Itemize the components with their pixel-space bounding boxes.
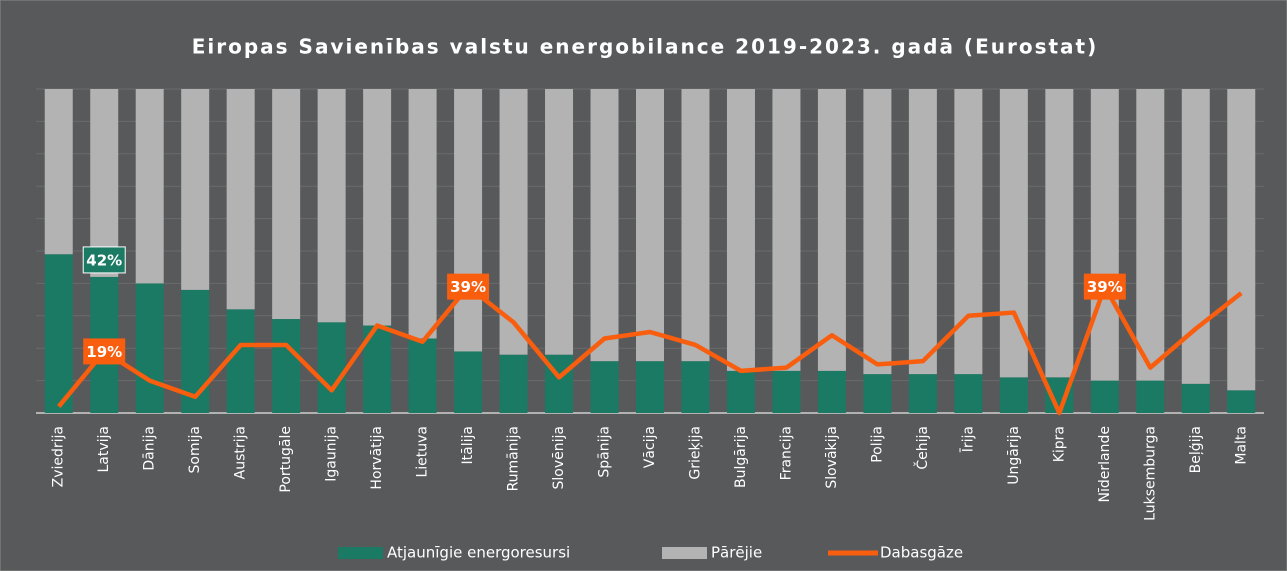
data-label-box (447, 273, 490, 300)
x-tick-label: Igaunija (324, 426, 340, 482)
x-tick-label: Itālija (460, 426, 476, 464)
bar (908, 374, 937, 413)
x-tick-label: Austrija (233, 426, 249, 479)
bar (317, 322, 346, 413)
x-tick-label: Slovēnija (551, 426, 567, 489)
x-tick-label: Īrija (959, 426, 976, 452)
data-label: 39% (1087, 278, 1123, 296)
x-tick-label: Spānija (597, 426, 613, 478)
data-label: 42% (86, 251, 122, 269)
data-label: 39% (450, 278, 486, 296)
x-tick-label: Horvātija (369, 426, 385, 490)
bar (817, 89, 846, 371)
bar (817, 370, 846, 413)
x-tick-label: Nīderlande (1097, 426, 1113, 502)
bar (272, 319, 301, 413)
x-tick-label: Rumānija (506, 426, 522, 491)
data-label-box (1083, 273, 1126, 300)
bar (1045, 89, 1074, 378)
bar (272, 89, 301, 320)
bar (1227, 390, 1256, 413)
bar (1136, 380, 1165, 413)
bar (135, 283, 164, 413)
bar (226, 89, 255, 310)
bar (681, 361, 710, 413)
bar (908, 89, 937, 375)
x-tick-label: Dānija (142, 426, 158, 471)
bar (726, 89, 755, 371)
x-tick-label: Bulgārija (733, 426, 749, 488)
bar (1090, 380, 1119, 413)
chart-title: Eiropas Savienības valstu energobilance … (192, 35, 1099, 59)
line (57, 284, 1243, 416)
data-label: 19% (86, 343, 122, 361)
legend-label: Atjaunīgie energoresursi (387, 544, 570, 562)
bar (772, 89, 801, 371)
x-tick-label: Somija (187, 426, 203, 473)
x-tick-label: Portugāle (278, 426, 294, 493)
bar (863, 89, 892, 375)
x-tick-label: Latvija (96, 426, 112, 473)
bar (590, 89, 619, 362)
legend-label: Pārējie (711, 544, 762, 562)
bar (499, 354, 528, 413)
bar (408, 338, 437, 413)
x-tick-label: Slovākija (824, 426, 840, 489)
data-label-box (83, 338, 126, 365)
x-tick-label: Polija (869, 426, 885, 463)
bar (44, 254, 73, 413)
bar (454, 351, 483, 413)
bar (954, 89, 983, 375)
bar (681, 89, 710, 362)
x-tick-label: Ungārija (1006, 426, 1022, 485)
legend-swatch (662, 547, 707, 559)
data-label-box (82, 246, 126, 274)
x-tick-label: Zviedrija (51, 426, 67, 487)
x-tick-label: Lietuva (415, 426, 431, 478)
x-tick-label: Kipra (1051, 426, 1067, 462)
bar (636, 361, 664, 413)
bar (590, 361, 619, 413)
bar (1136, 89, 1165, 381)
bar (408, 89, 437, 339)
x-tick-label: Francija (778, 426, 794, 480)
bar (499, 89, 528, 355)
bar (1090, 89, 1119, 381)
legend-label: Dabasgāze (880, 544, 963, 562)
bar (1227, 89, 1256, 391)
bar (135, 89, 164, 284)
bar (636, 89, 664, 362)
bar (44, 89, 73, 255)
x-tick-label: Čehija (913, 426, 931, 470)
bar (317, 89, 346, 323)
bar (226, 309, 255, 413)
x-tick-label: Luksemburga (1142, 426, 1158, 521)
bar (181, 89, 210, 290)
bar (954, 374, 983, 413)
bar (545, 89, 574, 355)
bar (90, 89, 119, 277)
bar (772, 370, 801, 413)
bar (863, 374, 892, 413)
x-tick-label: Beļģija (1188, 426, 1204, 473)
legend-swatch (338, 547, 383, 559)
x-tick-label: Malta (1233, 426, 1249, 465)
bar (454, 89, 483, 352)
bar (1181, 383, 1210, 413)
bar (999, 377, 1028, 413)
x-tick-label: Vācija (642, 426, 658, 468)
bar (726, 370, 755, 413)
bar (363, 89, 392, 326)
x-tick-label: Grieķija (687, 426, 703, 480)
